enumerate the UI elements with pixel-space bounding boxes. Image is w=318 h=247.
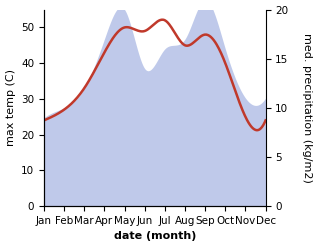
X-axis label: date (month): date (month) xyxy=(114,231,196,242)
Y-axis label: med. precipitation (kg/m2): med. precipitation (kg/m2) xyxy=(302,33,313,183)
Y-axis label: max temp (C): max temp (C) xyxy=(5,69,16,146)
